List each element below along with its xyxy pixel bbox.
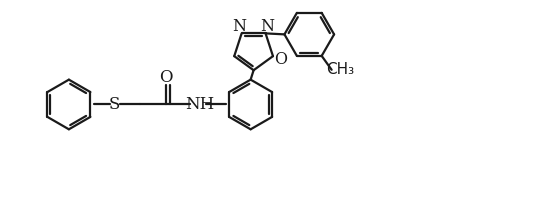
Text: N: N <box>232 18 246 35</box>
Text: O: O <box>274 51 287 68</box>
Text: O: O <box>159 69 173 86</box>
Text: N: N <box>260 18 274 35</box>
Text: NH: NH <box>185 96 214 113</box>
Text: CH₃: CH₃ <box>327 62 355 77</box>
Text: S: S <box>109 96 121 113</box>
